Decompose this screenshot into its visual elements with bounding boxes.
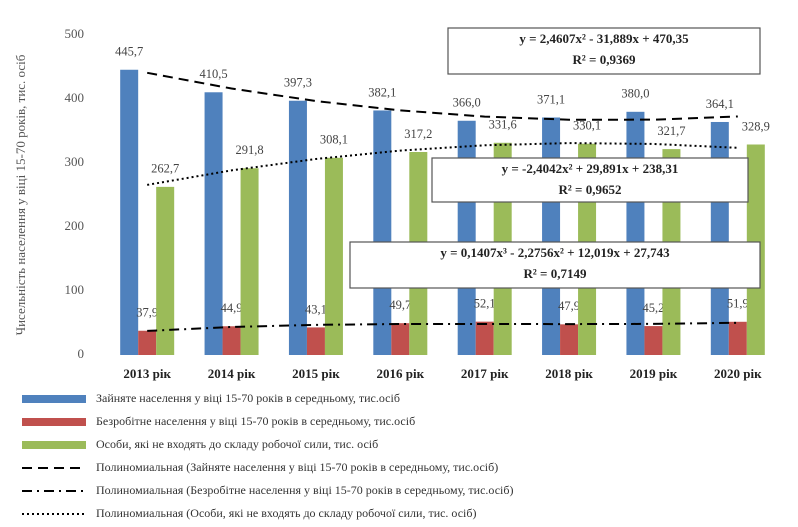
data-label: 330,1 — [573, 119, 601, 133]
legend-label: Полиномиальная (Особи, які не входять до… — [96, 506, 477, 520]
bar — [156, 186, 175, 355]
x-tick-label: 2018 рік — [545, 366, 593, 381]
y-tick-label: 200 — [65, 218, 85, 233]
x-tick-label: 2017 рік — [461, 366, 509, 381]
bar — [542, 117, 561, 355]
bar — [710, 121, 729, 355]
x-tick-label: 2013 рік — [123, 366, 171, 381]
bar — [204, 92, 223, 355]
data-label: 44,9 — [221, 301, 243, 315]
data-label: 37,9 — [136, 306, 158, 320]
data-label: 43,1 — [305, 302, 327, 316]
y-axis-label: Чисельність населення у віці 15-70 років… — [13, 54, 28, 335]
data-label: 410,5 — [200, 67, 228, 81]
trend-line — [147, 321, 738, 332]
data-label: 371,1 — [537, 92, 565, 106]
equation: R² = 0,9652 — [559, 182, 622, 197]
equation: y = 0,1407x³ - 2,2756x² + 12,019x + 27,7… — [440, 245, 670, 260]
legend-swatch — [22, 441, 86, 449]
bar — [728, 321, 747, 355]
y-tick-label: 0 — [78, 346, 85, 361]
equation: y = -2,4042x² + 29,891x + 238,31 — [502, 161, 679, 176]
data-label: 49,7 — [389, 298, 411, 312]
y-tick-label: 400 — [65, 90, 85, 105]
trend-line — [147, 71, 738, 121]
data-label: 380,0 — [621, 87, 649, 101]
bar — [306, 327, 325, 355]
bar — [222, 326, 241, 355]
data-label: 45,2 — [643, 301, 665, 315]
y-tick-label: 500 — [65, 26, 85, 41]
bar — [120, 69, 139, 355]
bar — [324, 157, 343, 355]
legend-label: Полиномиальная (Зайняте населення у віці… — [96, 460, 498, 474]
data-label: 445,7 — [115, 45, 143, 59]
data-label: 364,1 — [706, 97, 734, 111]
x-tick-label: 2019 рік — [630, 366, 678, 381]
data-label: 262,7 — [151, 162, 179, 176]
bar — [373, 110, 392, 356]
x-tick-label: 2016 рік — [377, 366, 425, 381]
bar — [560, 324, 579, 355]
data-label: 317,2 — [404, 127, 432, 141]
data-label: 366,0 — [453, 96, 481, 110]
bar — [475, 321, 494, 355]
data-label: 328,9 — [742, 119, 770, 133]
equation: R² = 0,7149 — [524, 266, 587, 281]
equation: R² = 0,9369 — [573, 52, 636, 67]
equation-box — [349, 241, 761, 289]
data-label: 321,7 — [657, 124, 685, 138]
x-tick-label: 2014 рік — [208, 366, 256, 381]
data-label: 308,1 — [320, 133, 348, 147]
equation-box — [431, 157, 749, 203]
bar — [240, 168, 259, 355]
legend-label: Зайняте населення у віці 15-70 років в с… — [96, 391, 400, 405]
data-label: 52,1 — [474, 297, 496, 311]
x-tick-label: 2020 рік — [714, 366, 762, 381]
bar — [288, 100, 307, 355]
equation: y = 2,4607x² - 31,889x + 470,35 — [519, 31, 689, 46]
x-tick-label: 2015 рік — [292, 366, 340, 381]
y-tick-label: 300 — [65, 154, 85, 169]
bar — [391, 323, 410, 355]
bar — [644, 326, 663, 355]
legend-label: Полиномиальная (Безробітне населення у в… — [96, 483, 513, 497]
data-label: 51,9 — [727, 297, 749, 311]
data-label: 47,9 — [558, 299, 580, 313]
bar — [626, 111, 645, 355]
legend-label: Безробітне населення у віці 15-70 років … — [96, 414, 415, 428]
bar — [138, 330, 157, 355]
legend-swatch — [22, 418, 86, 426]
data-label: 331,6 — [489, 118, 517, 132]
legend-swatch — [22, 395, 86, 403]
data-label: 397,3 — [284, 76, 312, 90]
legend-label: Особи, які не входять до складу робочої … — [96, 437, 378, 451]
data-label: 291,8 — [236, 143, 264, 157]
y-tick-label: 100 — [65, 282, 85, 297]
bar — [457, 120, 476, 355]
equation-box — [447, 27, 761, 75]
data-label: 382,1 — [368, 85, 396, 99]
